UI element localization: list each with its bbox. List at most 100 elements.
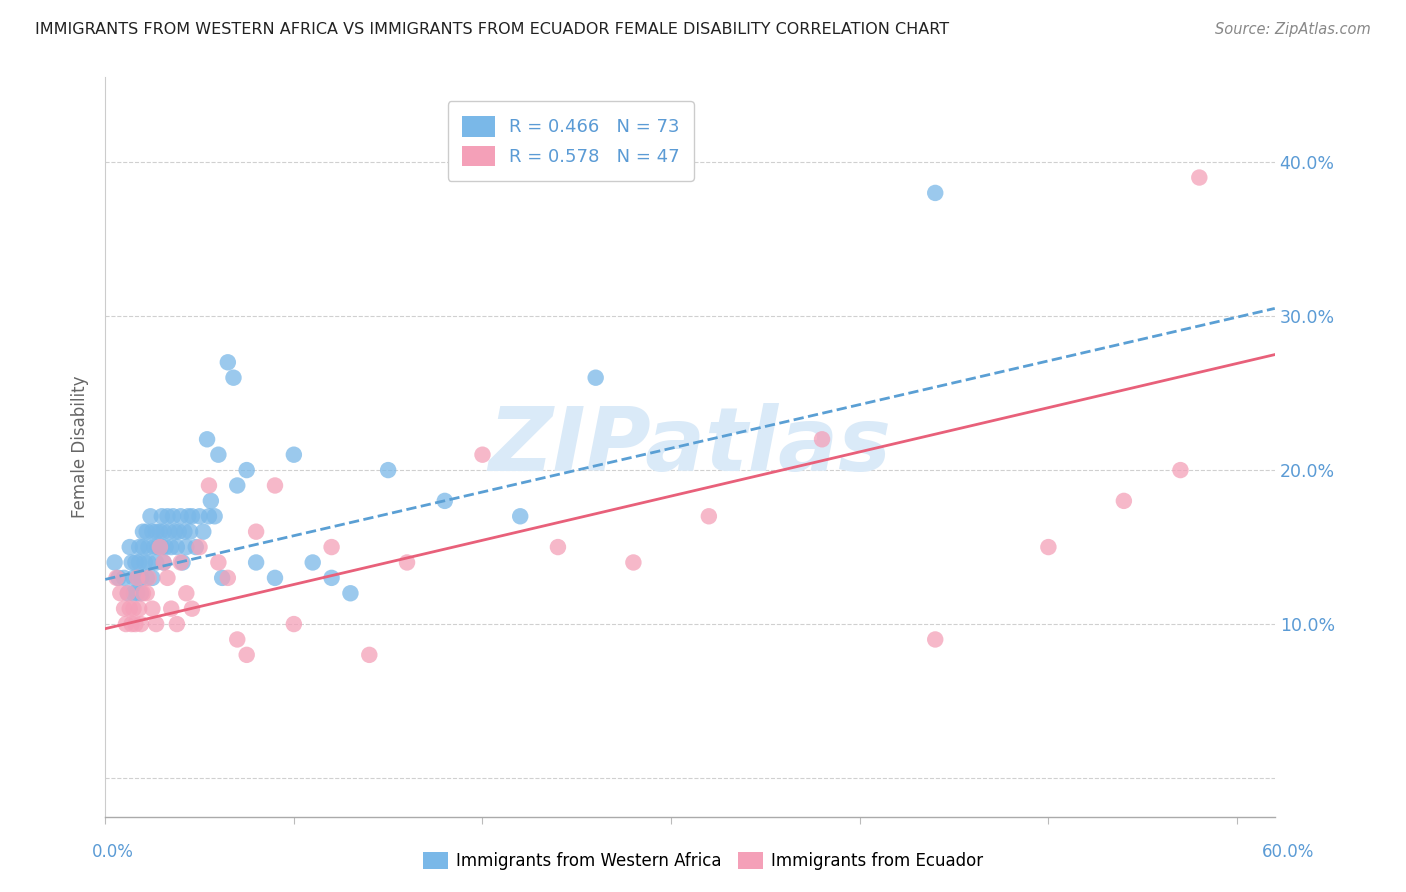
- Point: [433, 494, 456, 508]
- Point: [118, 540, 141, 554]
- Point: [104, 556, 127, 570]
- Point: [160, 601, 183, 615]
- Point: [1188, 170, 1211, 185]
- Point: [155, 540, 177, 554]
- Point: [141, 601, 163, 615]
- Point: [264, 571, 287, 585]
- Point: [509, 509, 531, 524]
- Point: [283, 448, 305, 462]
- Point: [167, 524, 190, 539]
- Point: [122, 571, 145, 585]
- Point: [245, 556, 267, 570]
- Point: [176, 586, 198, 600]
- Point: [547, 540, 569, 554]
- Point: [132, 524, 155, 539]
- Point: [245, 524, 267, 539]
- Point: [321, 540, 343, 554]
- Point: [141, 524, 163, 539]
- Point: [129, 617, 152, 632]
- Y-axis label: Female Disability: Female Disability: [72, 376, 89, 518]
- Point: [138, 571, 160, 585]
- Point: [395, 556, 418, 570]
- Point: [152, 556, 174, 570]
- Point: [471, 448, 494, 462]
- Point: [124, 556, 146, 570]
- Point: [283, 617, 305, 632]
- Point: [112, 601, 135, 615]
- Point: [135, 524, 157, 539]
- Point: [198, 478, 221, 492]
- Legend: Immigrants from Western Africa, Immigrants from Ecuador: Immigrants from Western Africa, Immigran…: [416, 845, 990, 877]
- Point: [204, 509, 226, 524]
- Point: [924, 186, 946, 200]
- Point: [117, 586, 139, 600]
- Point: [226, 478, 249, 492]
- Point: [128, 540, 150, 554]
- Point: [146, 540, 169, 554]
- Point: [150, 509, 173, 524]
- Point: [697, 509, 720, 524]
- Point: [169, 556, 191, 570]
- Point: [134, 556, 156, 570]
- Point: [162, 509, 184, 524]
- Point: [149, 524, 172, 539]
- Point: [141, 571, 163, 585]
- Point: [1038, 540, 1060, 554]
- Point: [211, 571, 233, 585]
- Point: [139, 509, 162, 524]
- Point: [207, 556, 229, 570]
- Point: [166, 617, 188, 632]
- Point: [207, 448, 229, 462]
- Point: [217, 355, 239, 369]
- Point: [339, 586, 361, 600]
- Point: [169, 509, 191, 524]
- Point: [150, 540, 173, 554]
- Point: [217, 571, 239, 585]
- Point: [377, 463, 399, 477]
- Point: [184, 540, 207, 554]
- Point: [172, 556, 194, 570]
- Point: [198, 509, 221, 524]
- Point: [135, 571, 157, 585]
- Point: [118, 601, 141, 615]
- Point: [152, 524, 174, 539]
- Point: [156, 509, 179, 524]
- Text: 0.0%: 0.0%: [91, 843, 134, 861]
- Point: [127, 571, 149, 585]
- Point: [128, 556, 150, 570]
- Point: [924, 632, 946, 647]
- Point: [195, 432, 218, 446]
- Point: [121, 556, 143, 570]
- Point: [177, 509, 200, 524]
- Point: [122, 586, 145, 600]
- Point: [235, 648, 257, 662]
- Point: [181, 601, 204, 615]
- Point: [188, 509, 211, 524]
- Point: [129, 571, 152, 585]
- Point: [359, 648, 381, 662]
- Point: [145, 617, 167, 632]
- Point: [121, 617, 143, 632]
- Point: [163, 524, 186, 539]
- Point: [127, 571, 149, 585]
- Point: [621, 556, 644, 570]
- Point: [105, 571, 128, 585]
- Point: [135, 586, 157, 600]
- Text: ZIPatlas: ZIPatlas: [488, 403, 891, 491]
- Point: [193, 524, 215, 539]
- Point: [143, 540, 166, 554]
- Point: [145, 556, 167, 570]
- Point: [179, 524, 201, 539]
- Point: [138, 556, 160, 570]
- Text: IMMIGRANTS FROM WESTERN AFRICA VS IMMIGRANTS FROM ECUADOR FEMALE DISABILITY CORR: IMMIGRANTS FROM WESTERN AFRICA VS IMMIGR…: [35, 22, 949, 37]
- Point: [301, 556, 323, 570]
- Point: [585, 370, 607, 384]
- Point: [811, 432, 834, 446]
- Point: [321, 571, 343, 585]
- Point: [160, 540, 183, 554]
- Point: [149, 540, 172, 554]
- Point: [200, 494, 222, 508]
- Point: [112, 571, 135, 585]
- Point: [264, 478, 287, 492]
- Point: [110, 586, 132, 600]
